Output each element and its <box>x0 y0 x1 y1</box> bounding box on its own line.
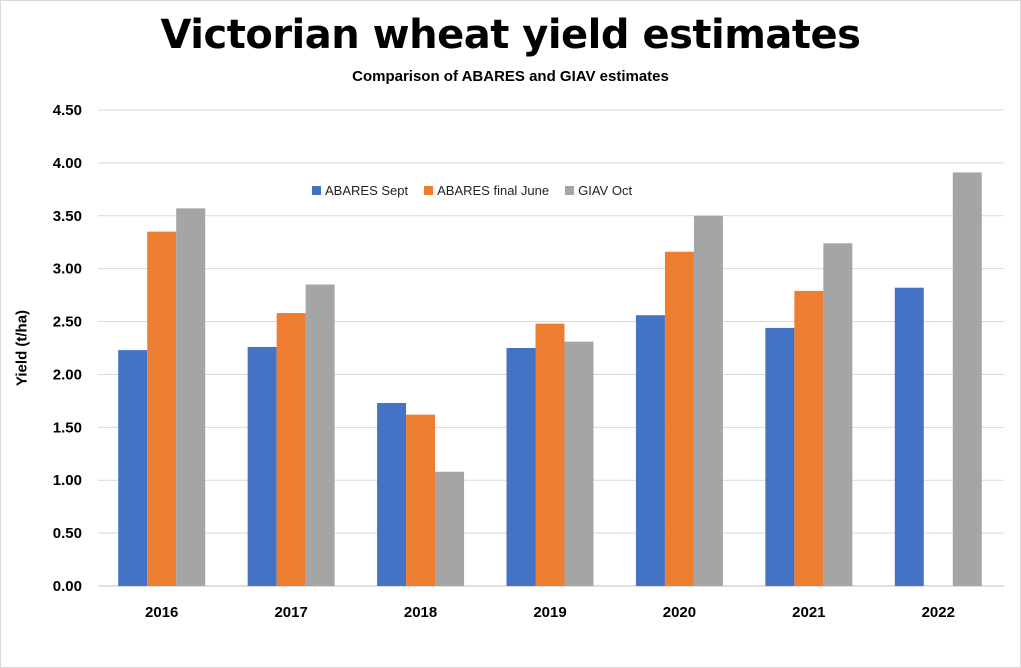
legend-swatch <box>424 186 434 195</box>
bar <box>635 315 665 586</box>
bar <box>952 172 982 587</box>
bar <box>664 251 694 586</box>
bar <box>176 208 206 586</box>
y-tick-label: 3.50 <box>53 208 82 225</box>
x-tick-label: 2020 <box>663 604 696 621</box>
y-tick-label: 2.50 <box>53 314 82 331</box>
legend-item: GIAV Oct <box>565 183 632 198</box>
legend-swatch <box>312 186 321 195</box>
bar <box>564 341 594 586</box>
bar <box>305 284 335 586</box>
x-tick-label: 2019 <box>533 604 566 621</box>
bar <box>794 290 824 586</box>
y-tick-label: 4.50 <box>53 102 82 119</box>
bar <box>535 323 565 586</box>
y-tick-label: 4.00 <box>53 155 82 172</box>
x-tick-label: 2017 <box>274 604 307 621</box>
bar <box>894 287 924 586</box>
bar <box>247 346 277 586</box>
legend-item: ABARES final June <box>424 183 549 198</box>
bar <box>823 243 853 586</box>
bar <box>276 313 306 586</box>
legend-label: GIAV Oct <box>578 183 633 198</box>
bar <box>377 403 407 586</box>
y-tick-label: 0.50 <box>53 525 82 542</box>
bar <box>406 414 436 586</box>
x-tick-label: 2022 <box>922 604 955 621</box>
legend-label: ABARES Sept <box>325 183 409 198</box>
x-tick-label: 2016 <box>145 604 178 621</box>
y-tick-label: 3.00 <box>53 261 82 278</box>
y-tick-label: 1.50 <box>53 419 82 436</box>
chart-title: Victorian wheat yield estimates <box>160 12 861 58</box>
y-tick-label: 2.00 <box>53 366 82 383</box>
bar <box>765 327 795 586</box>
bar <box>506 348 536 586</box>
bar <box>435 471 465 586</box>
x-tick-label: 2021 <box>792 604 825 621</box>
y-tick-label: 0.00 <box>53 578 82 595</box>
legend-label: ABARES final June <box>437 183 550 198</box>
chart-subtitle: Comparison of ABARES and GIAV estimates <box>352 68 669 85</box>
bar <box>118 350 148 586</box>
x-tick-label: 2018 <box>404 604 437 621</box>
y-tick-label: 1.00 <box>53 472 82 489</box>
legend-swatch <box>565 186 575 195</box>
legend: ABARES Sept ABARES final June GIAV Oct <box>312 183 632 198</box>
bar <box>147 231 177 586</box>
bar <box>693 215 723 586</box>
legend-item: ABARES Sept <box>312 183 408 198</box>
